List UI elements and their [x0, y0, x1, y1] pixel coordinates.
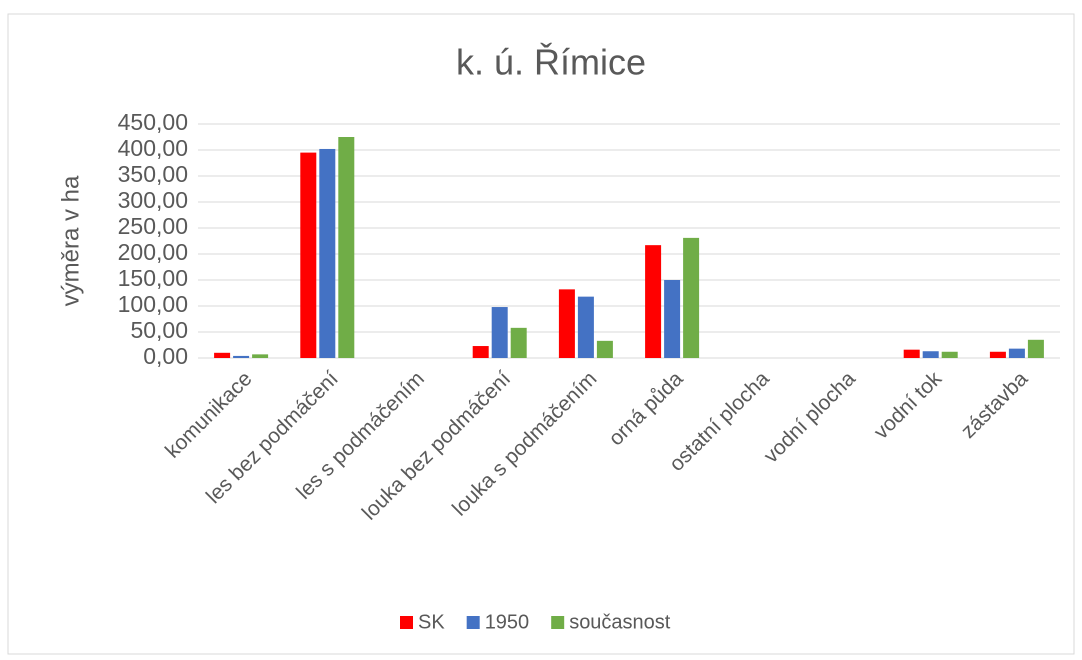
- y-tick-label: 200,00: [118, 239, 188, 265]
- bar: [491, 307, 508, 358]
- y-axis-label: výměra v ha: [57, 175, 84, 306]
- legend-label: současnost: [569, 611, 671, 633]
- bar: [645, 245, 662, 358]
- bar: [558, 289, 575, 358]
- legend-swatch: [400, 616, 413, 629]
- y-tick-label: 450,00: [118, 109, 188, 135]
- chart-title: k. ú. Římice: [456, 42, 646, 83]
- y-tick-label: 350,00: [118, 161, 188, 187]
- bar: [903, 349, 920, 358]
- y-tick-label: 0,00: [143, 343, 188, 369]
- bar: [338, 137, 355, 358]
- bar: [1008, 348, 1025, 358]
- bar: [577, 296, 594, 358]
- bar: [596, 340, 613, 358]
- y-tick-label: 150,00: [118, 265, 188, 291]
- bar: [214, 352, 231, 358]
- bar: [941, 351, 958, 358]
- bar: [989, 351, 1006, 358]
- legend-label: 1950: [485, 611, 530, 633]
- chart-frame: [7, 13, 1075, 655]
- bar: [510, 327, 527, 358]
- bar: [319, 148, 336, 358]
- legend-label: SK: [418, 611, 445, 633]
- bar: [683, 237, 700, 358]
- bar: [472, 346, 489, 358]
- y-tick-label: 300,00: [118, 187, 188, 213]
- y-tick-label: 250,00: [118, 213, 188, 239]
- bar: [664, 280, 681, 358]
- bar: [300, 152, 317, 358]
- bar: [252, 354, 269, 358]
- bar: [233, 355, 250, 358]
- legend-swatch: [551, 616, 565, 629]
- bar: [922, 351, 939, 358]
- y-tick-label: 400,00: [118, 135, 188, 161]
- bar: [1027, 339, 1044, 358]
- y-tick-label: 50,00: [130, 317, 188, 343]
- y-tick-label: 100,00: [118, 291, 188, 317]
- legend-swatch: [466, 616, 480, 629]
